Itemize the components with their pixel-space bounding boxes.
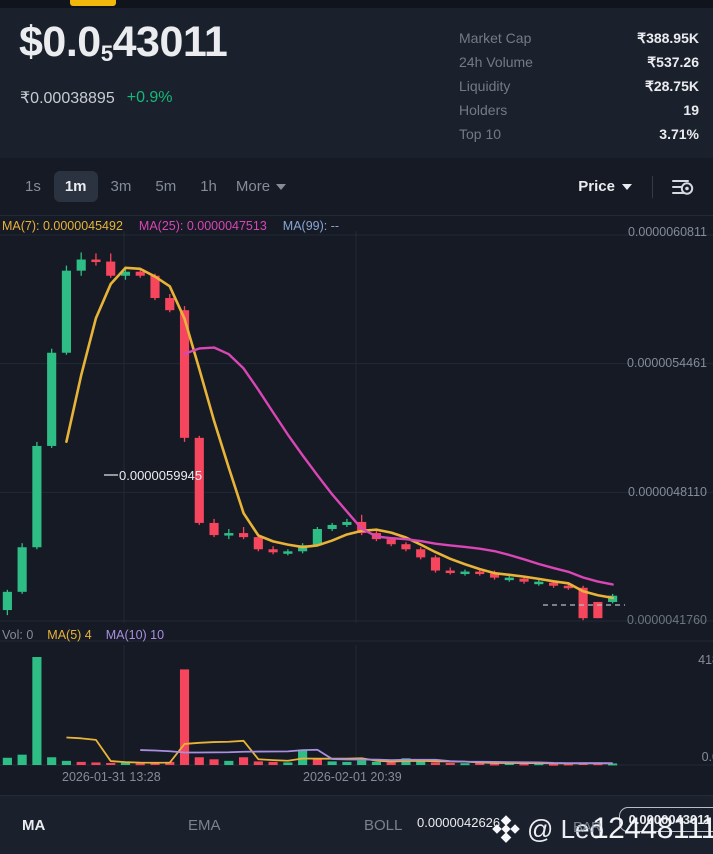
toolbar-right-group: Price xyxy=(568,171,701,203)
chart-settings-button[interactable] xyxy=(663,171,701,203)
volume-legend: Vol: 0 MA(5) 4 MA(10) 10 xyxy=(2,628,164,642)
indicator-bar: MA EMA BOLL xyxy=(0,795,713,854)
stat-value: ₹388.95K xyxy=(637,29,699,46)
active-tab-indicator xyxy=(70,0,116,6)
timeframe-3m[interactable]: 3m xyxy=(110,178,132,195)
price-axis-label-1: 0.0000054461 xyxy=(627,356,707,370)
time-axis-label-1: 2026-02-01 20:39 xyxy=(303,770,402,784)
stat-row: Liquidity ₹28.75K xyxy=(459,74,699,98)
stat-row: 24h Volume ₹537.26 xyxy=(459,50,699,74)
stat-label: Liquidity xyxy=(459,78,511,94)
volume_legend-item: MA(5) 4 xyxy=(47,628,92,642)
token-header: $0.0543011 ₹0.00038895 +0.9% Market Cap ₹… xyxy=(0,8,713,158)
ma_legend-item: MA(99): -- xyxy=(282,219,340,233)
stat-value: ₹537.26 xyxy=(647,53,699,70)
stat-label: Holders xyxy=(459,102,508,118)
timeframe-5m[interactable]: 5m xyxy=(155,178,177,195)
stat-label: Market Cap xyxy=(459,30,532,46)
price-usd: $0.0543011 xyxy=(19,18,228,66)
price-axis-label-3: 0.0000041760 xyxy=(627,613,707,627)
stat-value: 3.71% xyxy=(659,126,699,142)
stat-row: Top 10 3.71% xyxy=(459,122,699,146)
stat-label: Top 10 xyxy=(459,126,502,142)
token-stats: Market Cap ₹388.95K 24h Volume ₹537.26 Liqui… xyxy=(459,26,699,146)
toolbar-divider xyxy=(652,175,653,198)
price-selector-label: Price xyxy=(578,178,615,195)
time-axis-label-0: 2026-01-31 13:28 xyxy=(62,770,161,784)
volume-axis-label-top: 418 xyxy=(698,653,713,667)
volume_legend-item: MA(10) 10 xyxy=(105,628,165,642)
chevron-down-icon xyxy=(622,183,632,190)
chevron-down-icon xyxy=(276,183,287,190)
price-inr: ₹0.00038895 xyxy=(20,90,115,107)
volume-axis-label-bottom: 0.0 xyxy=(701,750,713,764)
stat-label: 24h Volume xyxy=(459,54,533,70)
chart-settings-icon xyxy=(672,179,694,195)
ma_legend-item: MA(25): 0.0000047513 xyxy=(138,219,267,233)
stat-row: Market Cap ₹388.95K xyxy=(459,26,699,50)
indicator-ema[interactable]: EMA xyxy=(188,816,221,834)
top-strip xyxy=(0,0,713,8)
chart-canvas[interactable] xyxy=(0,217,713,795)
price-type-selector[interactable]: Price xyxy=(568,172,642,201)
volume_legend-item: Vol: 0 xyxy=(2,628,34,642)
ma-legend: MA(7): 0.0000045492 MA(25): 0.0000047513 M… xyxy=(2,219,339,233)
price-usd-zero-count: 5 xyxy=(100,41,113,66)
timeframe-1h[interactable]: 1h xyxy=(200,178,217,195)
price-secondary-row: ₹0.00038895 +0.9% xyxy=(20,88,173,108)
more-label: More xyxy=(235,178,271,195)
current-price-badge[interactable]: 0.0000043011 xyxy=(618,807,713,832)
price-axis-label-2: 0.0000048110 xyxy=(627,485,707,499)
indicator-ma[interactable]: MA xyxy=(22,816,46,834)
indicator-boll[interactable]: BOLL xyxy=(364,816,403,834)
timeframe-1m[interactable]: 1m xyxy=(53,171,98,202)
chart-toolbar: 1s 1m 3m 5m 1h More Price xyxy=(0,158,713,216)
stat-value: 19 xyxy=(683,102,699,118)
low-price-annotation: 0.0000042626 xyxy=(417,815,501,830)
price-usd-prefix: $0.0 xyxy=(19,18,101,66)
price-change-percent: +0.9% xyxy=(126,89,173,106)
stat-value: ₹28.75K xyxy=(644,77,699,94)
stat-row: Holders 19 xyxy=(459,98,699,122)
timeframe-1s[interactable]: 1s xyxy=(25,178,41,195)
chart-area[interactable]: MA(7): 0.0000045492 MA(25): 0.0000047513 M… xyxy=(0,217,713,832)
ma_legend-item: MA(7): 0.0000045492 xyxy=(2,219,123,233)
high-price-annotation: 0.0000059945 xyxy=(119,468,203,483)
timeframe-group: 1s 1m 3m 5m 1h xyxy=(14,171,228,202)
price-axis-label-0: 0.0000060811 xyxy=(627,225,707,239)
more-timeframes-button[interactable]: More xyxy=(228,171,294,202)
price-usd-digits: 43011 xyxy=(112,18,228,66)
